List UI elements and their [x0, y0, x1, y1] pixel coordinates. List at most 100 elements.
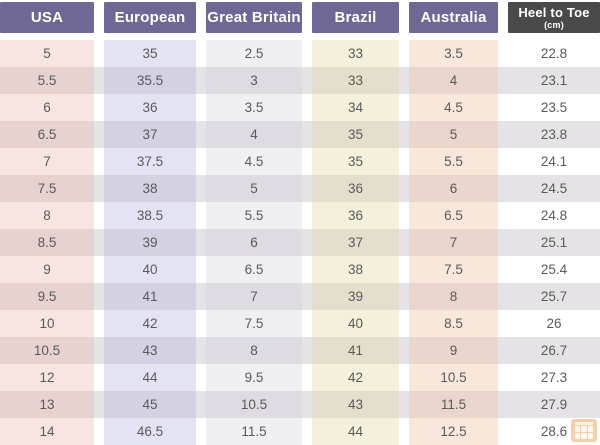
table-cell-great_britain: 5.5: [206, 202, 302, 229]
table-cell-australia: 3.5: [409, 40, 498, 67]
table-cell-heel_to_toe: 24.5: [540, 181, 568, 196]
column-header-heel-to-toe: Heel to Toe (cm): [508, 2, 600, 33]
table-row: 8 38.5 5.5 36 6.5 24.8: [0, 202, 600, 229]
column-header-label: Heel to Toe: [518, 4, 590, 20]
table-cell-european: 39: [104, 229, 196, 256]
column-header-label: Brazil: [334, 9, 377, 26]
table-cell-australia: 4.5: [409, 94, 498, 121]
table-cell-usa: 12: [0, 364, 94, 391]
table-cell-brazil: 34: [312, 94, 399, 121]
table-cell-heel_to_toe: 23.1: [540, 73, 568, 88]
table-cell-usa: 7.5: [0, 175, 94, 202]
table-cell-heel_to_toe: 28.6: [540, 424, 568, 439]
table-row: 5.5 35.5 3 33 4 23.1: [0, 67, 600, 94]
table-cell-usa: 9.5: [0, 283, 94, 310]
table-row: 8.5 39 6 37 7 25.1: [0, 229, 600, 256]
table-cell-usa: 10.5: [0, 337, 94, 364]
table-cell-european: 43: [104, 337, 196, 364]
table-cell-european: 35: [104, 40, 196, 67]
table-cell-great_britain: 3.5: [206, 94, 302, 121]
table-cell-european: 36: [104, 94, 196, 121]
table-cell-heel_to_toe: 25.7: [540, 289, 568, 304]
table-cell-great_britain: 4.5: [206, 148, 302, 175]
table-cell-brazil: 36: [312, 175, 399, 202]
column-header-australia: Australia: [409, 2, 498, 33]
table-cell-brazil: 35: [312, 121, 399, 148]
column-header-unit-label: (cm): [544, 19, 564, 30]
table-cell-heel_to_toe: 22.8: [540, 46, 568, 61]
table-cell-heel_to_toe: 23.5: [540, 100, 568, 115]
column-header-brazil: Brazil: [312, 2, 399, 33]
table-cell-brazil: 37: [312, 229, 399, 256]
table-cell-european: 37.5: [104, 148, 196, 175]
table-cell-european: 42: [104, 310, 196, 337]
table-cell-brazil: 44: [312, 418, 399, 445]
table-cell-brazil: 42: [312, 364, 399, 391]
table-cell-great_britain: 3: [206, 67, 302, 94]
table-cell-usa: 8: [0, 202, 94, 229]
table-cell-great_britain: 8: [206, 337, 302, 364]
column-header-great-britain: Great Britain: [206, 2, 302, 33]
table-cell-usa: 14: [0, 418, 94, 445]
table-cell-great_britain: 7: [206, 283, 302, 310]
table-cell-australia: 8: [409, 283, 498, 310]
table-cell-heel_to_toe: 24.1: [540, 154, 568, 169]
table-cell-european: 46.5: [104, 418, 196, 445]
table-cell-australia: 7.5: [409, 256, 498, 283]
table-cell-heel_to_toe: 26: [546, 316, 562, 331]
table-cell-australia: 8.5: [409, 310, 498, 337]
table-cell-australia: 5.5: [409, 148, 498, 175]
table-cell-usa: 7: [0, 148, 94, 175]
table-cell-european: 44: [104, 364, 196, 391]
table-cell-heel_to_toe: 23.8: [540, 127, 568, 142]
table-cell-australia: 6: [409, 175, 498, 202]
table-row: 10.5 43 8 41 9 26.7: [0, 337, 600, 364]
column-header-label: European: [114, 9, 186, 26]
table-row: 6 36 3.5 34 4.5 23.5: [0, 94, 600, 121]
table-cell-brazil: 36: [312, 202, 399, 229]
table-cell-heel_to_toe: 25.4: [540, 262, 568, 277]
table-cell-brazil: 43: [312, 391, 399, 418]
table-cell-heel_to_toe: 25.1: [540, 235, 568, 250]
table-cell-heel_to_toe: 24.8: [540, 208, 568, 223]
table-cell-brazil: 41: [312, 337, 399, 364]
table-cell-usa: 8.5: [0, 229, 94, 256]
table-cell-australia: 5: [409, 121, 498, 148]
column-header-european: European: [104, 2, 196, 33]
table-cell-brazil: 33: [312, 67, 399, 94]
table-cell-great_britain: 2.5: [206, 40, 302, 67]
table-row: 9.5 41 7 39 8 25.7: [0, 283, 600, 310]
table-cell-european: 41: [104, 283, 196, 310]
table-cell-european: 45: [104, 391, 196, 418]
table-cell-brazil: 39: [312, 283, 399, 310]
column-header-label: Great Britain: [207, 9, 301, 26]
table-cell-european: 35.5: [104, 67, 196, 94]
table-row: 14 46.5 11.5 44 12.5 28.6: [0, 418, 600, 445]
table-cell-great_britain: 6: [206, 229, 302, 256]
table-cell-great_britain: 4: [206, 121, 302, 148]
table-cell-australia: 6.5: [409, 202, 498, 229]
table-cell-australia: 4: [409, 67, 498, 94]
table-row: 7 37.5 4.5 35 5.5 24.1: [0, 148, 600, 175]
table-row: 10 42 7.5 40 8.5 26: [0, 310, 600, 337]
table-cell-australia: 12.5: [409, 418, 498, 445]
table-header-row: USA European Great Britain Brazil Austra…: [0, 0, 600, 40]
table-cell-usa: 13: [0, 391, 94, 418]
table-cell-usa: 10: [0, 310, 94, 337]
table-cell-great_britain: 11.5: [206, 418, 302, 445]
table-row: 5 35 2.5 33 3.5 22.8: [0, 40, 600, 67]
table-row: 6.5 37 4 35 5 23.8: [0, 121, 600, 148]
table-cell-usa: 6: [0, 94, 94, 121]
table-cell-great_britain: 5: [206, 175, 302, 202]
table-row: 12 44 9.5 42 10.5 27.3: [0, 364, 600, 391]
table-cell-usa: 5.5: [0, 67, 94, 94]
table-cell-great_britain: 10.5: [206, 391, 302, 418]
table-cell-great_britain: 7.5: [206, 310, 302, 337]
table-cell-brazil: 33: [312, 40, 399, 67]
table-row: 13 45 10.5 43 11.5 27.9: [0, 391, 600, 418]
column-header-label: USA: [30, 9, 64, 26]
table-cell-great_britain: 9.5: [206, 364, 302, 391]
table-cell-european: 40: [104, 256, 196, 283]
table-cell-brazil: 35: [312, 148, 399, 175]
